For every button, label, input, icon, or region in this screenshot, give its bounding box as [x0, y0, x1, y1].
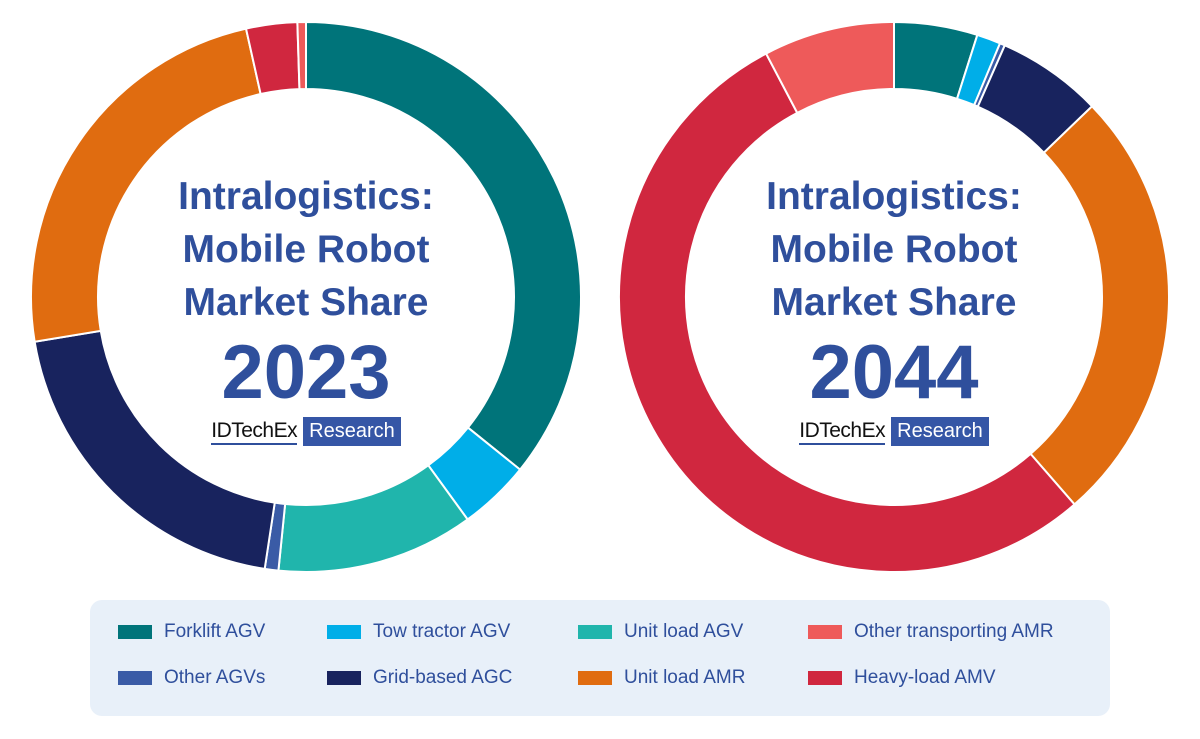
chart-title-line: Mobile Robot	[182, 228, 430, 271]
chart-year: 2044	[809, 330, 979, 415]
legend: Forklift AGV Tow tractor AGV Unit load AGV…	[90, 600, 1110, 716]
logo-name: IDTechEx	[799, 419, 886, 445]
logo-name: IDTechEx	[211, 419, 298, 445]
chart-title-line: Market Share	[771, 281, 1017, 324]
donut-slice-2023-unit-load-agv	[277, 463, 470, 573]
idtechex-logo: IDTechEx Research	[684, 417, 1104, 446]
legend-item: Other transporting AMR	[808, 621, 1054, 643]
legend-swatch	[808, 625, 842, 639]
legend-label: Heavy-load AMV	[854, 667, 996, 688]
donut-slice-2023-other-transporting-amr	[296, 20, 307, 91]
legend-item: Other AGVs	[118, 667, 265, 689]
legend-item: Forklift AGV	[118, 621, 265, 643]
legend-item: Grid-based AGC	[327, 667, 512, 689]
legend-item: Unit load AMR	[578, 667, 745, 689]
idtechex-logo: IDTechEx Research	[96, 417, 516, 446]
chart-title-line: Market Share	[183, 281, 429, 324]
legend-label: Other AGVs	[164, 667, 266, 688]
legend-label: Grid-based AGC	[373, 667, 513, 688]
donut-slice-2023-forklift-agv	[305, 20, 582, 472]
legend-swatch	[578, 671, 612, 685]
legend-label: Tow tractor AGV	[373, 621, 511, 642]
donut-slice-2044-heavy-load-amv	[618, 52, 1076, 573]
legend-item: Tow tractor AGV	[327, 621, 510, 643]
logo-tag: Research	[891, 417, 989, 446]
chart-title-line: Intralogistics:	[766, 175, 1022, 218]
legend-swatch	[327, 671, 361, 685]
chart-title-line: Mobile Robot	[770, 228, 1018, 271]
logo-tag: Research	[303, 417, 401, 446]
chart-title-line: Intralogistics:	[178, 175, 434, 218]
legend-swatch	[808, 671, 842, 685]
legend-swatch	[327, 625, 361, 639]
donut-center-2044: Intralogistics: Mobile Robot Market Shar…	[684, 170, 1104, 446]
legend-label: Forklift AGV	[164, 621, 266, 642]
legend-label: Unit load AGV	[624, 621, 744, 642]
legend-swatch	[118, 671, 152, 685]
donut-center-2023: Intralogistics: Mobile Robot Market Shar…	[96, 170, 516, 446]
legend-item: Heavy-load AMV	[808, 667, 996, 689]
legend-swatch	[118, 625, 152, 639]
donut-slice-2044-other-transporting-amr	[764, 20, 895, 115]
legend-label: Unit load AMR	[624, 667, 746, 688]
legend-label: Other transporting AMR	[854, 621, 1054, 642]
legend-item: Unit load AGV	[578, 621, 743, 643]
chart-year: 2023	[221, 330, 391, 415]
legend-swatch	[578, 625, 612, 639]
